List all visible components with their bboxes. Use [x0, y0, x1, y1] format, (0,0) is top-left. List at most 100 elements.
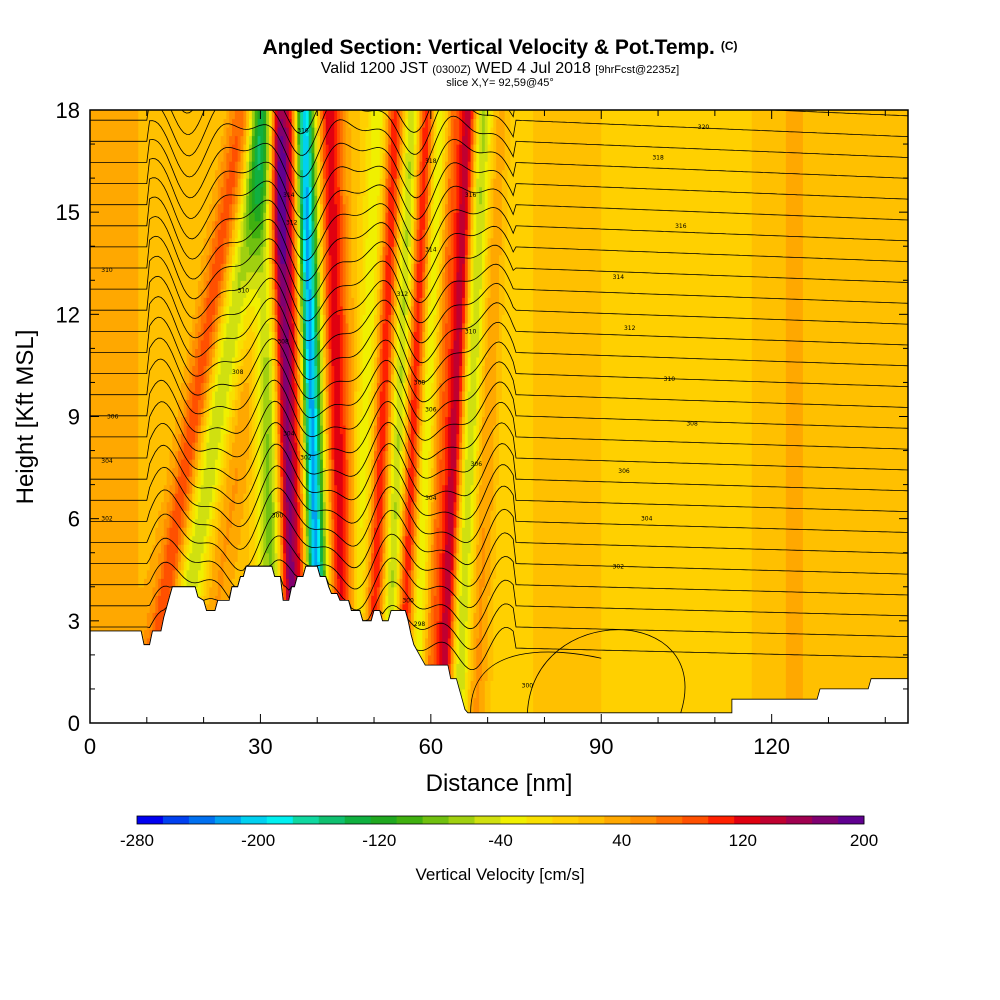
field-cell: [393, 356, 398, 392]
field-cell: [209, 561, 213, 588]
field-cell: [402, 110, 406, 128]
field-cell: [263, 161, 267, 196]
field-cell: [445, 127, 449, 162]
field-cell: [476, 493, 480, 545]
field-cell: [479, 339, 483, 384]
title-text: Angled Section: Vertical Velocity & Pot.…: [262, 36, 715, 59]
field-cell: [473, 612, 477, 699]
field-cell: [422, 586, 426, 630]
field-cell: [467, 688, 472, 723]
field-cell: [419, 399, 423, 426]
field-cell: [339, 110, 344, 196]
field-cell: [470, 212, 475, 230]
x-axis-title: Distance [nm]: [426, 770, 573, 797]
field-cell: [322, 229, 327, 281]
field-cell: [197, 425, 202, 435]
field-cell: [439, 382, 443, 460]
field-cell: [391, 399, 395, 426]
field-cell: [214, 365, 219, 375]
colorbar: [136, 815, 865, 825]
field-cell: [464, 110, 469, 196]
field-cell: [294, 178, 298, 222]
field-cell: [504, 237, 509, 723]
field-cell: [189, 407, 193, 460]
field-cell: [129, 110, 134, 707]
x-tick-label: 0: [84, 734, 96, 759]
field-cell: [391, 459, 395, 494]
field-cell: [192, 493, 196, 503]
field-cell: [436, 288, 440, 332]
field-cell: [430, 178, 435, 205]
field-cell: [232, 356, 236, 375]
field-cell: [294, 254, 298, 298]
field-cell: [731, 110, 736, 723]
field-cell: [200, 552, 205, 579]
field-cell: [149, 110, 154, 554]
field-cell: [456, 527, 460, 554]
colorbar-swatch: [656, 816, 683, 824]
field-cell: [303, 297, 307, 324]
theta-contour: [90, 337, 908, 403]
field-cell: [365, 237, 369, 460]
field-cell: [297, 407, 301, 452]
field-cell: [175, 552, 179, 571]
field-cell: [453, 620, 457, 639]
field-cell: [277, 501, 281, 537]
field-cell: [490, 680, 494, 723]
field-cell: [453, 467, 457, 503]
field-cell: [345, 459, 350, 723]
field-cell: [240, 331, 244, 349]
field-cell: [234, 212, 239, 222]
field-cell: [297, 288, 301, 315]
field-cell: [220, 212, 225, 264]
field-cell: [220, 186, 225, 213]
field-cell: [300, 110, 304, 171]
field-cell: [473, 212, 477, 256]
field-cell: [473, 697, 477, 723]
field-cell: [371, 110, 375, 332]
field-cell: [214, 246, 219, 298]
field-cell: [294, 442, 298, 503]
field-cell: [351, 297, 355, 723]
field-cell: [459, 561, 463, 596]
field-cell: [305, 510, 310, 537]
field-cell: [487, 144, 492, 188]
field-cell: [280, 510, 284, 545]
field-cell: [391, 348, 395, 375]
field-cell: [399, 169, 404, 196]
field-cell: [413, 237, 418, 264]
field-cell: [186, 493, 191, 511]
field-cell: [180, 527, 185, 545]
field-cell: [399, 578, 404, 605]
field-cell: [436, 527, 440, 622]
field-cell: [723, 110, 727, 723]
field-cell: [405, 110, 409, 120]
field-cell: [396, 356, 401, 435]
field-cell: [402, 467, 406, 494]
field-cell: [186, 552, 191, 571]
field-cell: [507, 110, 511, 171]
field-cell: [180, 510, 185, 528]
field-cell: [297, 501, 301, 554]
contour-label: 306: [618, 468, 630, 475]
colorbar-swatch: [240, 816, 268, 824]
field-cell: [294, 382, 298, 443]
field-cell: [226, 544, 230, 622]
field-cell: [186, 399, 191, 426]
field-cell: [271, 229, 276, 264]
field-cell: [249, 144, 253, 162]
field-cell: [237, 178, 242, 196]
field-cell: [180, 433, 185, 460]
field-cell: [328, 348, 333, 409]
field-cell: [385, 382, 389, 426]
field-cell: [294, 339, 298, 384]
field-cell: [416, 152, 421, 171]
field-cell: [260, 203, 264, 230]
field-cell: [311, 220, 315, 256]
field-cell: [464, 671, 469, 716]
field-cell: [243, 297, 247, 315]
field-cell: [217, 569, 222, 605]
field-cell: [470, 144, 475, 171]
field-cell: [425, 518, 429, 562]
field-cell: [427, 535, 432, 571]
